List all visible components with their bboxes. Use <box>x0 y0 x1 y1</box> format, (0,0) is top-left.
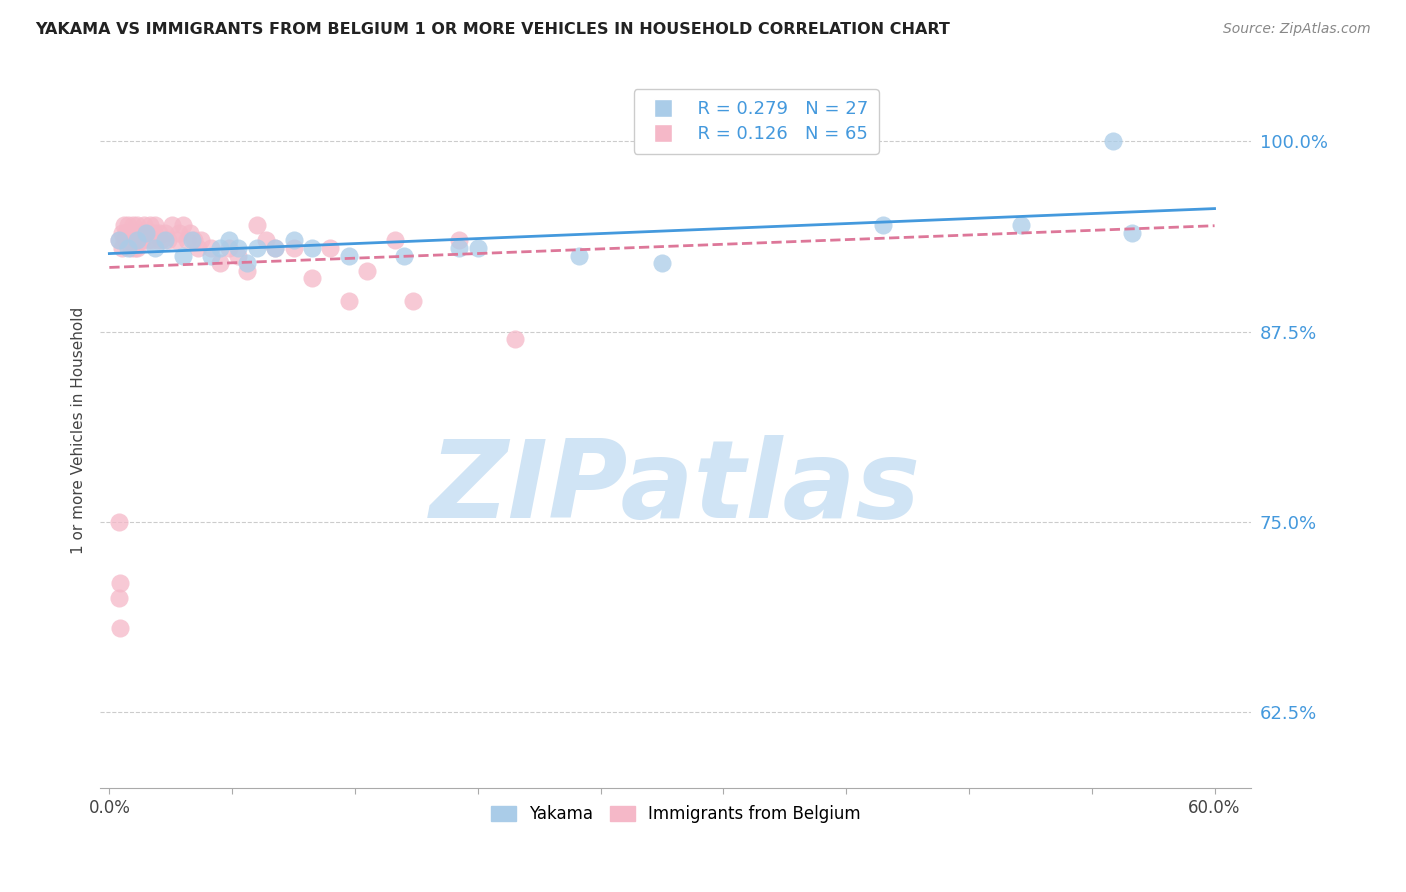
Point <box>449 233 471 247</box>
Point <box>283 241 305 255</box>
Point <box>110 621 132 635</box>
Point <box>236 264 259 278</box>
Point <box>125 241 148 255</box>
Point <box>120 241 142 255</box>
Text: YAKAMA VS IMMIGRANTS FROM BELGIUM 1 OR MORE VEHICLES IN HOUSEHOLD CORRELATION CH: YAKAMA VS IMMIGRANTS FROM BELGIUM 1 OR M… <box>35 22 950 37</box>
Point <box>1102 135 1125 149</box>
Point <box>107 515 129 529</box>
Point <box>283 233 305 247</box>
Point <box>568 249 591 263</box>
Point <box>200 249 222 263</box>
Point <box>301 271 323 285</box>
Point <box>139 218 162 232</box>
Point <box>112 218 135 232</box>
Point <box>246 218 269 232</box>
Point <box>165 233 187 247</box>
Point <box>872 218 894 232</box>
Point <box>118 226 141 240</box>
Point <box>111 226 134 240</box>
Point <box>117 218 139 232</box>
Point <box>135 226 157 240</box>
Point <box>146 233 169 247</box>
Point <box>337 249 360 263</box>
Point <box>503 332 526 346</box>
Point <box>208 256 231 270</box>
Point <box>172 218 194 232</box>
Point <box>160 218 183 232</box>
Point <box>226 241 249 255</box>
Point <box>384 233 406 247</box>
Legend: Yakama, Immigrants from Belgium: Yakama, Immigrants from Belgium <box>484 798 868 830</box>
Point <box>402 294 425 309</box>
Point <box>124 241 146 255</box>
Point <box>107 591 129 605</box>
Point <box>226 249 249 263</box>
Point <box>136 233 159 247</box>
Point <box>131 233 153 247</box>
Point <box>149 233 172 247</box>
Point <box>246 241 269 255</box>
Point <box>110 575 132 590</box>
Point <box>125 218 148 232</box>
Point <box>128 233 150 247</box>
Point <box>264 241 287 255</box>
Text: Source: ZipAtlas.com: Source: ZipAtlas.com <box>1223 22 1371 37</box>
Point <box>141 233 163 247</box>
Point <box>148 226 170 240</box>
Point <box>153 233 176 247</box>
Point <box>115 233 138 247</box>
Point <box>1010 218 1032 232</box>
Point <box>179 226 201 240</box>
Point <box>135 226 157 240</box>
Point <box>172 249 194 263</box>
Point <box>145 218 167 232</box>
Point <box>145 241 167 255</box>
Point <box>125 233 148 247</box>
Point <box>218 233 240 247</box>
Point <box>118 233 141 247</box>
Point <box>264 241 287 255</box>
Point <box>115 226 138 240</box>
Point <box>392 249 415 263</box>
Point <box>449 241 471 255</box>
Point <box>157 233 180 247</box>
Point <box>181 233 204 247</box>
Point <box>111 241 134 255</box>
Point <box>356 264 378 278</box>
Point <box>319 241 342 255</box>
Point <box>128 233 150 247</box>
Point <box>120 226 142 240</box>
Point <box>124 226 146 240</box>
Point <box>651 256 673 270</box>
Point <box>107 233 129 247</box>
Y-axis label: 1 or more Vehicles in Household: 1 or more Vehicles in Household <box>72 307 86 554</box>
Point <box>169 226 191 240</box>
Point <box>117 241 139 255</box>
Point <box>200 241 222 255</box>
Point <box>129 226 152 240</box>
Point <box>122 218 145 232</box>
Point <box>337 294 360 309</box>
Point <box>122 233 145 247</box>
Text: ZIPatlas: ZIPatlas <box>430 434 921 541</box>
Point <box>254 233 277 247</box>
Point <box>218 241 240 255</box>
Point <box>107 233 129 247</box>
Point <box>183 233 205 247</box>
Point <box>187 241 209 255</box>
Point <box>153 226 176 240</box>
Point <box>112 233 135 247</box>
Point <box>134 218 156 232</box>
Point <box>1121 226 1143 240</box>
Point <box>176 233 198 247</box>
Point <box>301 241 323 255</box>
Point <box>142 226 165 240</box>
Point <box>467 241 489 255</box>
Point <box>236 256 259 270</box>
Point <box>190 233 212 247</box>
Point <box>117 233 139 247</box>
Point <box>208 241 231 255</box>
